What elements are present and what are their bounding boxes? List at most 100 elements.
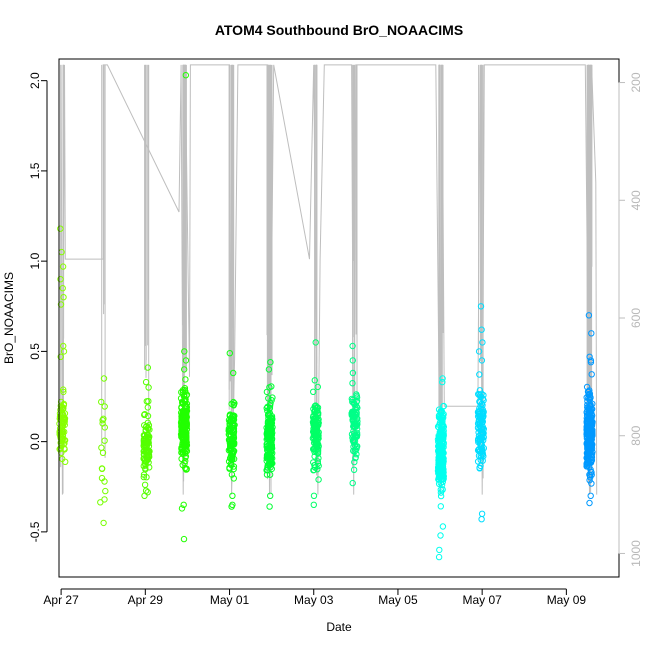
pressure-trace-line xyxy=(60,64,598,495)
data-point xyxy=(142,427,149,435)
data-point xyxy=(583,418,590,426)
x-axis-label: Date xyxy=(326,620,352,634)
data-point xyxy=(267,455,275,462)
data-point xyxy=(311,453,318,460)
data-point xyxy=(587,492,594,499)
data-point xyxy=(266,471,274,478)
data-point xyxy=(98,474,106,482)
y-tick-label: 1.5 xyxy=(28,162,42,179)
data-point xyxy=(229,412,236,419)
data-point xyxy=(585,312,593,319)
data-point xyxy=(478,516,485,523)
y-tick-label: -0.5 xyxy=(28,521,42,542)
data-point xyxy=(350,423,357,430)
x-tick-label: May 01 xyxy=(210,593,250,607)
data-point xyxy=(310,501,317,508)
data-point xyxy=(313,407,320,414)
data-point xyxy=(101,403,108,410)
data-point xyxy=(265,366,273,373)
data-point xyxy=(266,418,274,425)
data-point xyxy=(225,427,232,434)
x-tick-label: May 03 xyxy=(294,593,334,607)
data-point xyxy=(98,398,105,406)
data-point xyxy=(229,501,236,508)
data-point xyxy=(57,301,65,308)
data-point xyxy=(60,415,67,422)
data-point xyxy=(585,449,592,456)
data-point xyxy=(476,392,484,399)
data-point xyxy=(177,419,185,426)
data-point xyxy=(349,342,356,350)
data-point xyxy=(61,446,68,453)
data-point xyxy=(585,426,592,434)
data-point xyxy=(142,444,149,452)
data-point xyxy=(266,404,274,412)
data-point xyxy=(350,443,357,450)
data-point xyxy=(230,465,237,473)
data-point xyxy=(479,339,486,346)
y-tick-label: 2.0 xyxy=(28,72,42,89)
data-point xyxy=(435,434,443,441)
data-point xyxy=(146,426,153,433)
data-point xyxy=(437,492,445,500)
data-point xyxy=(583,425,591,433)
data-point xyxy=(313,423,321,430)
data-point xyxy=(310,466,318,474)
data-point xyxy=(586,499,593,507)
x-tick-label: May 07 xyxy=(462,593,502,607)
data-point xyxy=(437,532,444,539)
data-point xyxy=(228,441,235,448)
data-point xyxy=(181,385,189,392)
data-point xyxy=(314,458,321,465)
data-point xyxy=(477,303,485,310)
data-point xyxy=(227,460,235,467)
data-point xyxy=(436,421,443,429)
data-point xyxy=(143,440,150,447)
data-point xyxy=(182,457,189,465)
data-point xyxy=(59,432,67,440)
data-point xyxy=(56,410,64,417)
data-point xyxy=(440,414,447,421)
data-point xyxy=(98,444,105,451)
data-point xyxy=(311,377,318,384)
data-point xyxy=(478,510,486,517)
data-point xyxy=(98,465,106,472)
data-point xyxy=(353,392,360,399)
data-point xyxy=(350,447,357,455)
data-point xyxy=(587,442,595,449)
data-point xyxy=(231,400,238,407)
data-point xyxy=(230,421,237,428)
data-point xyxy=(144,404,152,411)
right-tick-label: 200 xyxy=(629,72,643,92)
data-point xyxy=(144,412,152,420)
y-tick-label: 1.0 xyxy=(28,252,42,269)
data-point xyxy=(353,451,360,458)
data-point xyxy=(585,416,592,424)
data-point xyxy=(181,435,188,442)
data-point xyxy=(97,499,104,506)
data-point xyxy=(435,443,442,450)
data-point xyxy=(349,369,357,377)
data-point xyxy=(180,501,187,508)
data-point xyxy=(180,535,188,543)
data-point xyxy=(225,425,233,432)
data-point xyxy=(475,348,483,355)
data-point xyxy=(439,452,446,459)
right-tick-label: 400 xyxy=(629,190,643,210)
data-point xyxy=(141,411,149,418)
data-point xyxy=(59,423,66,430)
data-point xyxy=(142,378,150,386)
data-point xyxy=(477,427,484,434)
data-point xyxy=(269,394,276,401)
x-tick-label: Apr 27 xyxy=(43,593,79,607)
right-tick-label: 600 xyxy=(629,308,643,328)
data-point xyxy=(230,369,237,377)
data-point xyxy=(479,401,486,409)
data-point xyxy=(60,388,67,396)
data-point xyxy=(477,413,484,420)
data-point xyxy=(586,387,593,394)
data-point xyxy=(144,456,151,463)
data-point xyxy=(180,447,188,455)
data-point xyxy=(268,460,275,467)
data-point xyxy=(57,353,64,360)
